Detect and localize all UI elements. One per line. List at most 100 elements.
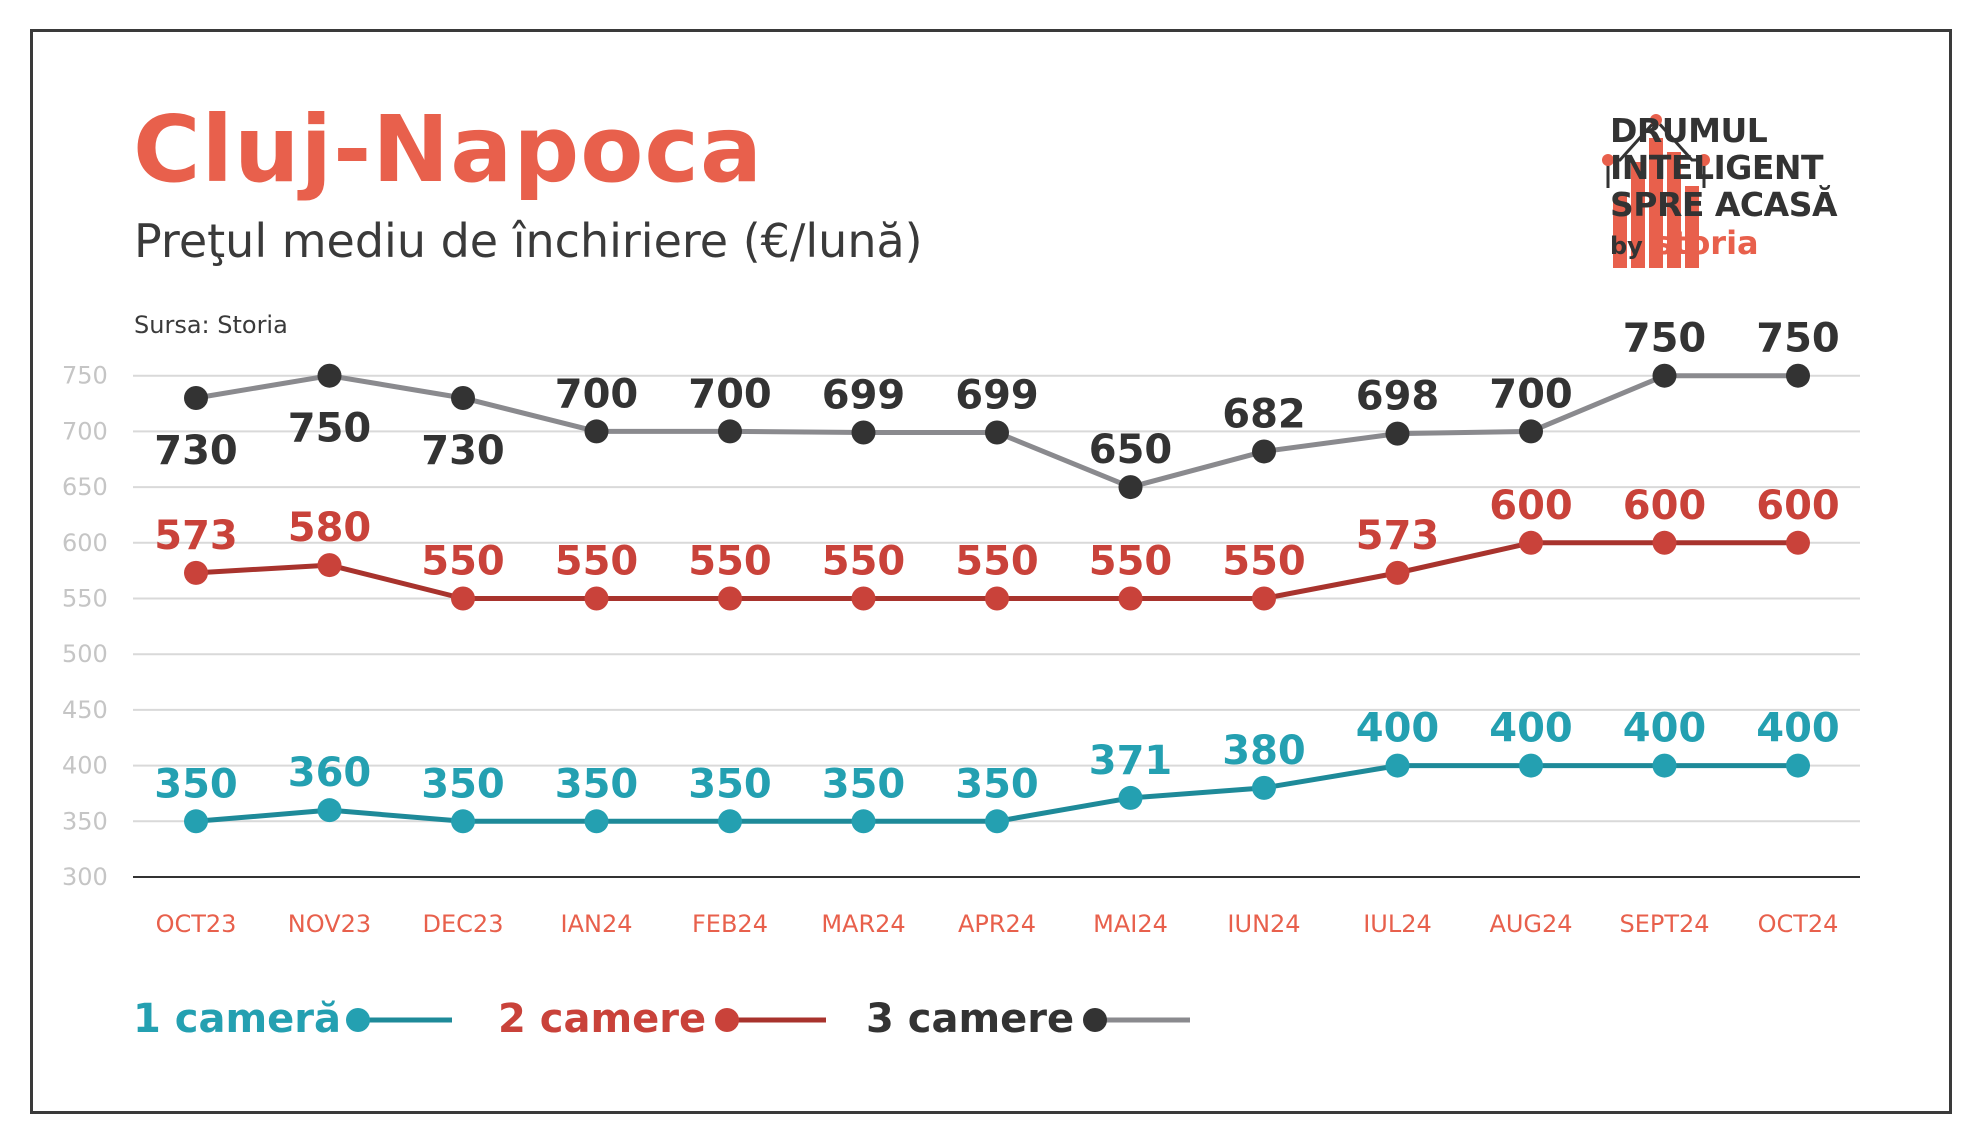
x-tick-label: IAN24: [561, 910, 633, 938]
series: [184, 363, 1810, 834]
legend-marker: [346, 1008, 370, 1032]
data-point: [718, 809, 742, 834]
data-label: 750: [288, 406, 372, 452]
data-point: [184, 809, 208, 834]
data-point: [1118, 475, 1143, 500]
data-point: [985, 586, 1009, 611]
legend-marker: [715, 1008, 739, 1032]
data-point: [584, 586, 609, 611]
chart-title: Cluj-Napoca: [133, 96, 764, 203]
data-point: [985, 420, 1009, 445]
data-label: 750: [1756, 316, 1840, 362]
data-label: 371: [1089, 738, 1173, 784]
data-point: [718, 419, 742, 444]
data-point: [1786, 363, 1810, 388]
source-note: Sursa: Storia: [134, 311, 288, 339]
data-label: 600: [1623, 483, 1707, 529]
x-tick-label: OCT24: [1758, 910, 1839, 938]
data-point: [1519, 530, 1543, 555]
data-label: 350: [688, 761, 772, 807]
data-point: [451, 586, 475, 611]
y-tick-label: 700: [62, 417, 108, 445]
y-tick-label: 600: [62, 529, 108, 557]
data-label: 550: [1222, 539, 1306, 585]
x-tick-label: MAI24: [1093, 910, 1168, 938]
data-label: 360: [288, 750, 372, 796]
data-label: 750: [1623, 316, 1707, 362]
data-label: 350: [955, 761, 1039, 807]
data-point: [851, 586, 876, 611]
legend-label: 1 cameră: [133, 996, 341, 1042]
data-point: [1252, 775, 1276, 800]
data-point: [184, 560, 208, 585]
x-tick-label: SEPT24: [1619, 910, 1709, 938]
data-point: [1252, 439, 1276, 464]
legend-marker: [1083, 1008, 1107, 1032]
x-tick-label: APR24: [958, 910, 1036, 938]
chart-frame: [30, 29, 1952, 1114]
data-point: [1385, 560, 1410, 585]
data-label: 700: [1489, 371, 1573, 417]
data-point: [451, 809, 475, 834]
x-tick-label: DEC23: [423, 910, 504, 938]
logo-by: by: [1610, 232, 1643, 260]
data-labels: 350 360 350 350 350 350 350 371 380 400 400 400 400 5…: [154, 316, 1840, 808]
data-label: 350: [555, 761, 639, 807]
data-label: 682: [1222, 391, 1306, 437]
y-tick-label: 550: [62, 585, 108, 613]
data-label: 400: [1356, 706, 1440, 752]
data-point: [1385, 421, 1410, 446]
data-point: [851, 809, 876, 834]
data-point: [851, 420, 876, 445]
chart-subtitle: Preţul mediu de închiriere (€/lună): [134, 214, 923, 268]
data-label: 573: [1356, 513, 1440, 559]
data-label: 600: [1489, 483, 1573, 529]
logo-brand-name: storia: [1653, 224, 1759, 262]
logo-byline: by storia: [1610, 225, 1837, 264]
x-tick-label: FEB24: [692, 910, 768, 938]
y-tick-label: 750: [62, 362, 108, 390]
data-point: [1652, 363, 1677, 388]
data-label: 350: [154, 761, 238, 807]
x-tick-label: MAR24: [821, 910, 905, 938]
x-tick-label: AUG24: [1489, 910, 1572, 938]
data-label: 380: [1222, 728, 1306, 774]
data-label: 700: [555, 371, 639, 417]
x-tick-label: IUN24: [1227, 910, 1300, 938]
data-point: [451, 385, 475, 410]
data-label: 350: [421, 761, 505, 807]
data-point: [1786, 530, 1810, 555]
logo-line-2: INTELIGENT: [1610, 148, 1824, 187]
data-label: 400: [1756, 706, 1840, 752]
data-label: 550: [1089, 539, 1173, 585]
x-tick-label: NOV23: [288, 910, 371, 938]
legend-label: 2 camere: [498, 996, 706, 1042]
x-tick-label: IUL24: [1363, 910, 1432, 938]
data-label: 600: [1756, 483, 1840, 529]
y-tick-label: 650: [62, 473, 108, 501]
data-label: 550: [421, 539, 505, 585]
data-label: 730: [421, 428, 505, 474]
data-label: 400: [1489, 706, 1573, 752]
data-point: [1652, 530, 1677, 555]
brand-logo-text: DRUMUL INTELIGENT SPRE ACASĂ by storia: [1610, 112, 1838, 264]
data-point: [1652, 753, 1677, 778]
y-tick-label: 400: [62, 752, 108, 780]
data-point: [184, 385, 208, 410]
data-label: 400: [1623, 706, 1707, 752]
y-tick-label: 500: [62, 640, 108, 668]
data-point: [317, 553, 342, 578]
data-label: 550: [955, 539, 1039, 585]
data-point: [1519, 419, 1543, 444]
data-label: 700: [688, 371, 772, 417]
data-point: [1118, 586, 1143, 611]
data-point: [985, 809, 1009, 834]
data-point: [584, 809, 609, 834]
data-label: 573: [154, 513, 238, 559]
data-point: [584, 419, 609, 444]
house-bars-logo-icon: [1602, 114, 1710, 268]
data-label: 699: [955, 373, 1039, 419]
data-label: 698: [1356, 374, 1440, 420]
x-tick-label: OCT23: [156, 910, 237, 938]
